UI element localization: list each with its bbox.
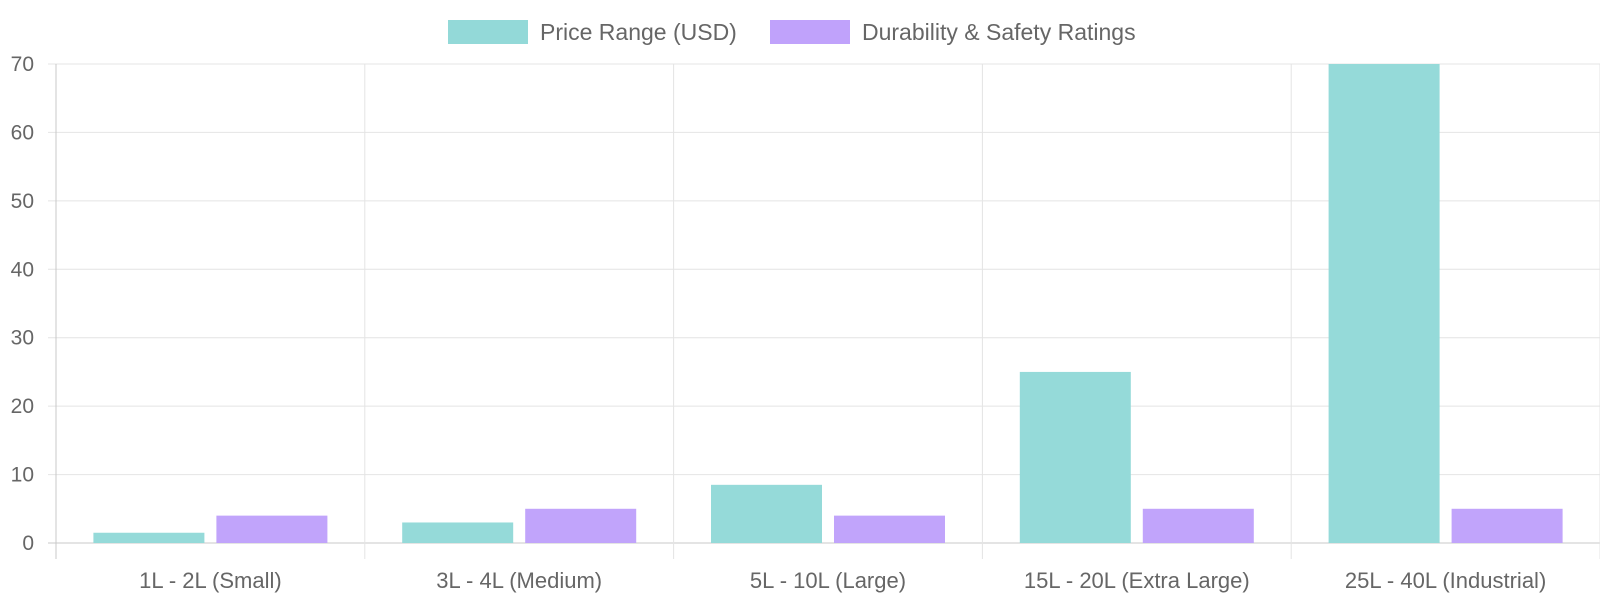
y-tick-label: 20 bbox=[11, 395, 34, 418]
y-tick-label: 0 bbox=[22, 532, 34, 555]
y-tick-label: 50 bbox=[11, 190, 34, 213]
axes: 0 10 20 30 40 50 60 70 1L - 2L (Small) 3L - 4L (M… bbox=[11, 53, 1547, 593]
legend-swatch-price[interactable] bbox=[448, 20, 528, 44]
bar-durability-2[interactable] bbox=[834, 515, 945, 543]
y-tick-label: 40 bbox=[11, 258, 34, 281]
bar-durability-1[interactable] bbox=[525, 508, 637, 543]
bar-price-4[interactable] bbox=[1328, 64, 1440, 543]
x-tick-label: 1L - 2L (Small) bbox=[139, 568, 282, 593]
bar-durability-4[interactable] bbox=[1451, 508, 1563, 543]
x-tick-label: 15L - 20L (Extra Large) bbox=[1024, 568, 1250, 593]
legend-label-price[interactable]: Price Range (USD) bbox=[540, 19, 737, 45]
bar-price-2[interactable] bbox=[711, 484, 822, 543]
legend-label-durability[interactable]: Durability & Safety Ratings bbox=[862, 19, 1136, 45]
grid bbox=[48, 63, 1600, 559]
x-tick-label: 25L - 40L (Industrial) bbox=[1345, 568, 1546, 593]
y-tick-label: 10 bbox=[11, 464, 34, 487]
x-tick-label: 3L - 4L (Medium) bbox=[436, 568, 602, 593]
legend: Price Range (USD) Durability & Safety Rat… bbox=[448, 19, 1136, 45]
bar-price-3[interactable] bbox=[1019, 371, 1131, 543]
y-tick-label: 30 bbox=[11, 327, 34, 350]
bar-durability-3[interactable] bbox=[1142, 508, 1254, 543]
x-tick-label: 5L - 10L (Large) bbox=[750, 568, 906, 593]
bar-durability-0[interactable] bbox=[216, 515, 328, 543]
bar-price-1[interactable] bbox=[402, 522, 514, 543]
legend-swatch-durability[interactable] bbox=[770, 20, 850, 44]
bars bbox=[93, 64, 1563, 543]
y-tick-label: 70 bbox=[11, 53, 34, 76]
y-tick-label: 60 bbox=[11, 121, 34, 144]
bar-price-0[interactable] bbox=[93, 532, 205, 543]
